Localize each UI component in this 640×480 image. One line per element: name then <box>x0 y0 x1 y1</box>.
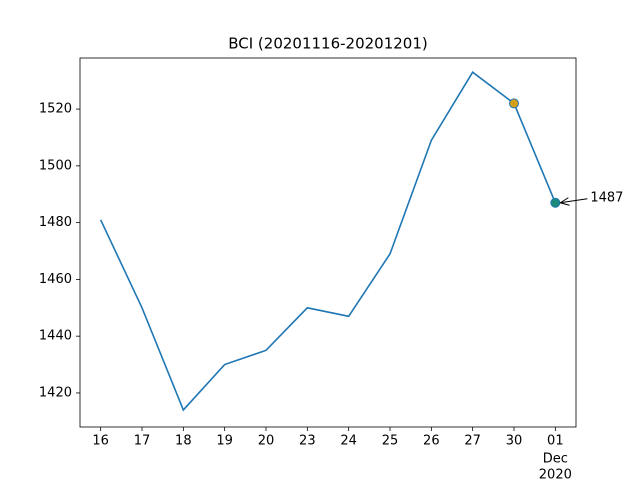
y-tick-label: 1460 <box>39 272 72 287</box>
point-marker <box>509 98 519 109</box>
plot-frame <box>79 57 577 428</box>
point-marker <box>550 197 561 208</box>
x-year-label: 2020 <box>539 468 572 480</box>
y-tick-label: 1500 <box>39 158 72 173</box>
y-tick-label: 1520 <box>39 102 72 117</box>
x-tick-label: 25 <box>382 434 399 449</box>
chart-title: BCI (20201116-20201201) <box>228 35 428 53</box>
line <box>99 71 557 412</box>
x-tick-label: 26 <box>423 434 440 449</box>
x-tick-label: 23 <box>299 434 316 449</box>
x-tick-label: 17 <box>134 434 151 449</box>
y-tick-label: 1440 <box>39 329 72 344</box>
y-tick-label: 1480 <box>39 215 72 230</box>
annotation-label: 1487 <box>590 190 623 205</box>
x-tick-label: 01 <box>547 434 564 449</box>
x-tick-label: 16 <box>92 434 109 449</box>
x-tick-label: 18 <box>175 434 192 449</box>
x-tick-label: 27 <box>464 434 481 449</box>
x-tick-label: 24 <box>340 434 357 449</box>
x-month-label: Dec <box>543 452 568 467</box>
x-tick-label: 20 <box>258 434 275 449</box>
x-tick-label: 30 <box>506 434 523 449</box>
x-tick-label: 19 <box>216 434 233 449</box>
y-tick-label: 1420 <box>39 385 72 400</box>
annotation-arrow <box>560 199 588 203</box>
